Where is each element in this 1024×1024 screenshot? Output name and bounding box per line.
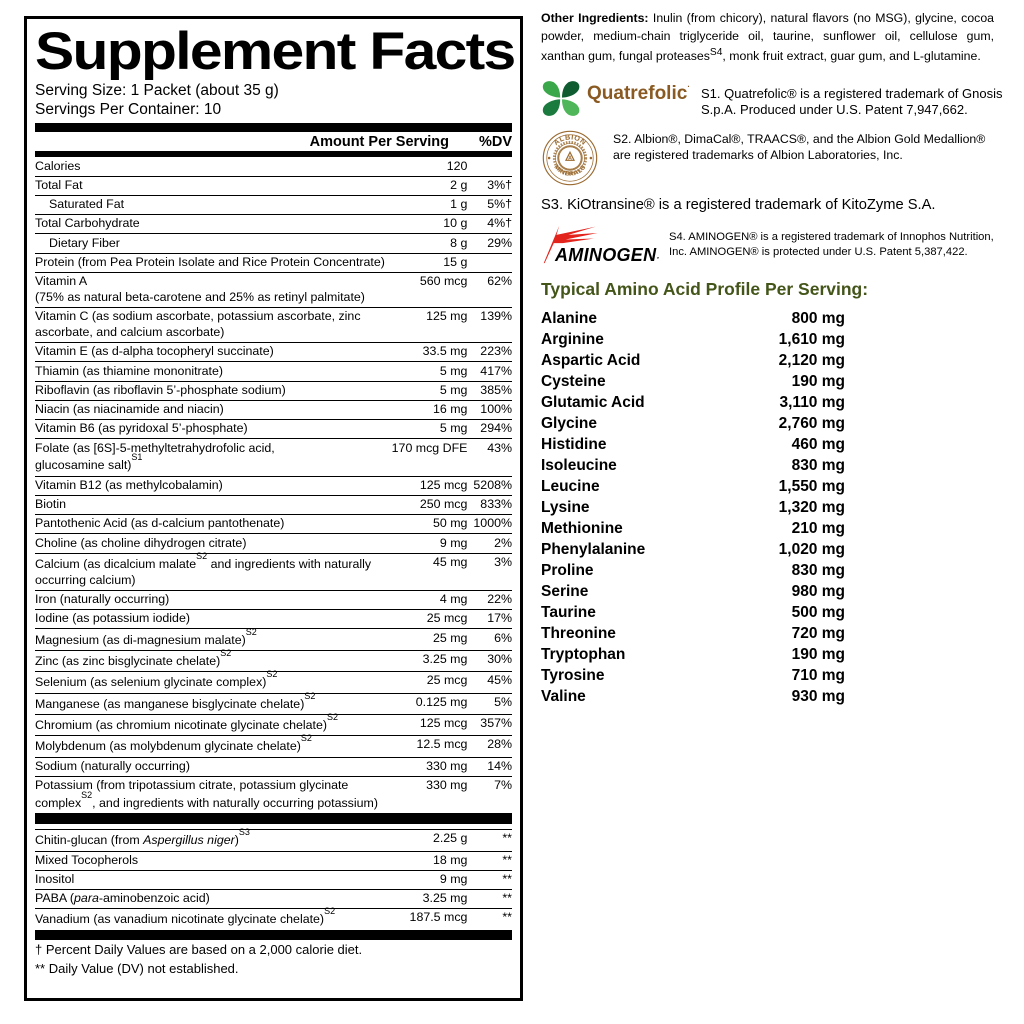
svg-text:A: A	[568, 156, 572, 162]
